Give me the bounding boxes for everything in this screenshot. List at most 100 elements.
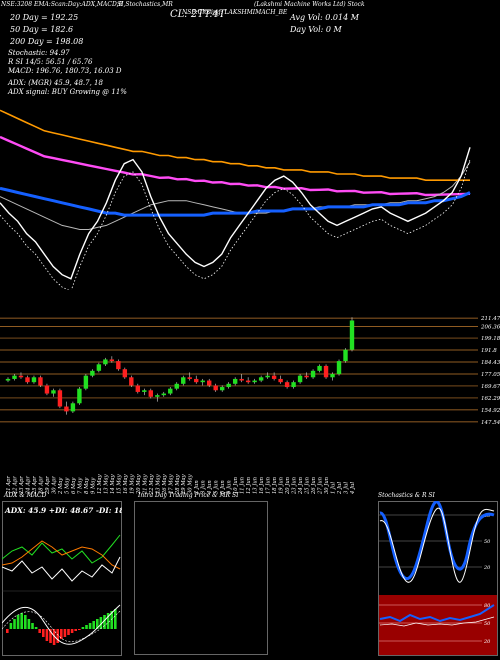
macd-histogram-bar [45,629,49,641]
macd-signal-line [2,610,121,643]
candle-body [129,377,134,386]
date-tick-label: 23 Jun [292,477,298,495]
ema-overlay-chart [0,109,471,290]
date-tick-label: 21 May [142,474,148,495]
candle-body [310,370,316,378]
candle-body [343,349,348,362]
stochastic-line: SI,Stochastics,MR [117,1,173,8]
price-tick-label: 206.36 [480,324,500,330]
date-tick-label: 9 Jun [227,480,233,494]
date-tick-label: 5 Jun [214,480,220,494]
date-tick-label: 3 Jun [201,480,207,494]
avg-vol-label: Avg Vol: 0.014 M [290,13,359,22]
adx-line-0 [2,534,121,564]
date-tick-label: 23 May [155,474,161,495]
macd-histogram-bar [99,617,103,629]
stochastics-rsi-panel: 80 50 20 80 50 20 [378,501,498,656]
candle-body [304,375,309,378]
stoch-tick-label: 20 [483,565,491,571]
stoch-tick-label: 80 [484,513,491,519]
candle-body [148,390,153,397]
source-line: NSE:3208 EMA:Scan:Day:ADX,MACD,B [1,1,123,8]
macd-line: MACD: 196.76, 180.73, 16.03 D [8,67,122,75]
ema50-label: 50 Day = 182.6 [10,25,74,34]
adx-panel-frame [2,501,122,656]
candle-body [187,377,192,379]
date-tick-label: 18 Jun [272,477,278,494]
date-tick-label: 21 Apr [6,476,12,495]
series-line-200-day [0,109,470,181]
candle-body [330,374,335,378]
rsi-tick-label: 20 [483,639,491,645]
date-tick-label: 19 Jun [279,477,285,494]
adx-line-1 [2,540,121,570]
macd-histogram-bar [27,619,31,629]
date-tick-label: 25 Jun [305,477,311,495]
ticker-tag: NSE:Closing: LAKSHMIMACH_BE [182,9,288,16]
macd-histogram-bar [92,621,95,629]
macd-histogram-bar [85,625,88,629]
price-tick-label: 184.43 [481,360,500,366]
candle-body [5,378,11,381]
date-tick-label: 19 May [129,474,135,494]
candle-body [122,369,128,378]
candle-body [109,359,115,362]
candle-body [38,377,43,386]
candle-body [77,388,82,404]
candle-body [323,365,329,378]
candle-body [291,382,296,388]
macd-histogram-bar [38,629,41,633]
candle-body [31,377,37,383]
macd-histogram-bar [96,619,99,629]
intraday-panel [134,501,268,655]
date-tick-label: 14 May [110,474,116,494]
date-tick-label: 20 Jun [285,477,291,495]
candle-body [135,385,141,392]
candle-body [239,378,244,381]
date-tick-label: 12 Jun [246,477,252,494]
date-tick-label: 8 May [84,478,90,494]
date-tick-label: 24 Jun [298,477,304,495]
date-tick-label: 17 Jun [266,477,272,494]
date-tick-label: 22 May [149,474,155,495]
adx-readout: ADX: 45.9 +DI: 48.67 -DI: 18.05 [4,506,122,515]
candle-body [103,359,108,365]
macd-histogram-bar [9,623,13,629]
rsi-tick-label: 80 [484,603,491,609]
candle-body [297,375,303,383]
date-tick-label: 29 May [181,474,187,495]
adx-macd-panel: ADX: 45.9 +DI: 48.67 -DI: 18.05 [2,501,122,656]
candle-body [245,380,251,383]
macd-histogram-bar [34,627,38,629]
candle-body [336,361,342,375]
macd-histogram-bar [81,627,85,629]
candle-body [213,385,218,391]
macd-histogram-bar [6,629,9,633]
candle-body [83,375,89,389]
candle-body [64,406,69,412]
magenta-band-line [0,135,471,197]
date-tick-label: 3 Jul [344,482,350,494]
day-vol-label: Day Vol: 0 M [290,25,342,34]
candle-body [258,377,264,381]
macd-histogram-bar [106,613,110,629]
series-line-50-day [0,186,471,217]
stoch-rsi-title: Stochastics & R SI [378,492,435,499]
macd-histogram-bar [114,609,117,629]
close-label: CL: 2TT.4T [170,9,226,20]
date-tick-label: 16 May [123,474,129,494]
candle-body [174,383,179,389]
date-tick-label: 9 May [90,478,96,494]
date-tick-label: 2 Jul [337,482,343,495]
candle-body [317,365,322,371]
candle-body [271,375,277,379]
adx-line-2 [2,556,121,582]
stoch-line: Stochastic: 94.97 [8,49,70,57]
price-tick-label: 211.47 [480,316,500,322]
rsi-tick-label: 50 [484,621,491,627]
series-line-20-day [0,161,471,230]
adx-line: ADX: (MGR) 45.9, 48.7, 18 [8,79,103,87]
date-tick-label: 5 May [64,478,70,494]
candle-body [90,370,95,376]
candle-body [232,378,238,384]
